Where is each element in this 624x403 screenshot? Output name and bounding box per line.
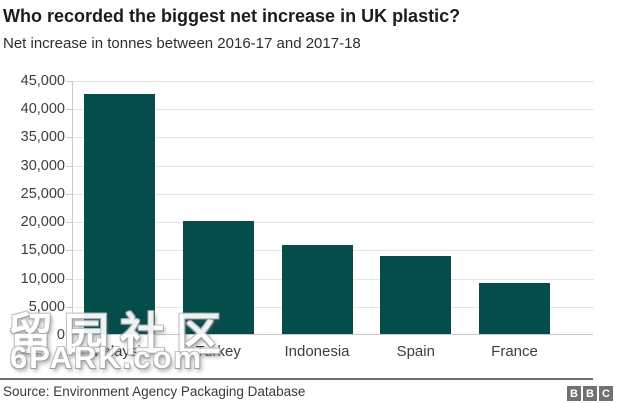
y-axis-tick	[66, 335, 73, 336]
gridline	[73, 165, 594, 167]
y-axis-tick	[66, 250, 73, 252]
gridline	[73, 81, 594, 82]
x-axis-label: Turkey	[195, 343, 241, 360]
x-axis-label: Spain	[396, 343, 435, 360]
bbc-logo-letter: B	[567, 386, 581, 401]
gridline	[73, 109, 594, 111]
bbc-logo-letter: C	[599, 386, 613, 401]
y-axis-tick-label: 25,000	[20, 185, 65, 202]
bar-spain	[380, 255, 452, 334]
y-axis-tick-label: 35,000	[20, 129, 65, 146]
y-axis-tick-label: 10,000	[20, 270, 65, 287]
y-axis-tick	[66, 81, 73, 82]
y-axis-tick-label: 40,000	[20, 101, 65, 118]
y-axis-tick	[66, 109, 73, 111]
y-axis-tick	[66, 306, 73, 308]
bar-malaysia	[84, 94, 155, 334]
gridline	[73, 222, 594, 224]
bbc-logo: B B C	[567, 386, 613, 401]
y-axis-tick-label: 45,000	[20, 73, 65, 89]
y-axis-tick-label: 30,000	[20, 157, 65, 174]
bbc-logo-letter: B	[583, 386, 597, 401]
x-axis-label: Malaysia	[89, 343, 150, 360]
y-axis-tick	[66, 137, 73, 139]
y-axis-tick-label: 15,000	[20, 242, 65, 259]
y-axis-tick-label: 0	[56, 327, 65, 343]
footer-divider	[0, 378, 593, 380]
gridline	[73, 193, 594, 195]
bar-france	[479, 282, 550, 334]
y-axis-tick-label: 5,000	[28, 298, 65, 315]
x-axis-label: Indonesia	[284, 343, 350, 360]
y-axis-tick-label: 20,000	[20, 214, 65, 231]
bar-indonesia	[281, 244, 353, 334]
y-axis-tick	[66, 165, 73, 167]
y-axis-tick	[66, 278, 73, 280]
y-axis-tick	[66, 222, 73, 224]
chart-subtitle: Net increase in tonnes between 2016-17 a…	[3, 35, 361, 52]
bar-turkey	[182, 221, 254, 334]
y-axis-tick	[66, 193, 73, 195]
x-axis-label: France	[491, 343, 538, 360]
source-text: Source: Environment Agency Packaging Dat…	[3, 384, 306, 399]
gridline	[73, 137, 594, 139]
plot-area: Malaysia Turkey Indonesia Spain France	[66, 81, 594, 360]
chart-title: Who recorded the biggest net increase in…	[3, 6, 461, 26]
